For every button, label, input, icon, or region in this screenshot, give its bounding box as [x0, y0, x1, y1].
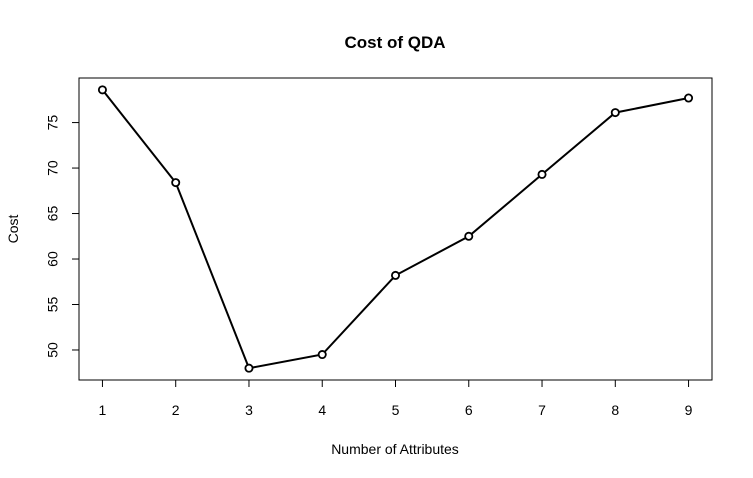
series-line [101, 89, 689, 370]
x-tick-label: 4 [318, 402, 326, 418]
data-point [390, 270, 400, 280]
y-tick-label: 70 [45, 160, 61, 176]
plot-frame [78, 77, 713, 381]
data-point [464, 231, 474, 241]
x-tick-label: 1 [99, 402, 107, 418]
data-points [97, 85, 694, 373]
y-axis-label: Cost [5, 215, 21, 244]
y-tick-label: 60 [45, 251, 61, 267]
chart-title: Cost of QDA [344, 33, 445, 52]
x-tick-label: 5 [392, 402, 400, 418]
y-tick-label: 50 [45, 342, 61, 358]
data-point [171, 178, 181, 188]
data-point [537, 169, 547, 179]
data-point [97, 85, 107, 95]
y-tick-label: 75 [45, 115, 61, 131]
x-tick-label: 9 [685, 402, 693, 418]
data-point [244, 363, 254, 373]
x-tick-label: 8 [611, 402, 619, 418]
x-tick-label: 7 [538, 402, 546, 418]
x-axis-label: Number of Attributes [331, 441, 459, 457]
y-tick-label: 65 [45, 206, 61, 222]
x-axis: 1 2 3 4 5 6 7 8 9 [99, 379, 693, 418]
y-tick-label: 55 [45, 297, 61, 313]
x-tick-label: 6 [465, 402, 473, 418]
data-point [317, 350, 327, 360]
data-point [684, 93, 694, 103]
data-point [610, 108, 620, 118]
y-axis: 50 55 60 65 70 75 [45, 115, 80, 358]
x-tick-label: 2 [172, 402, 180, 418]
x-tick-label: 3 [245, 402, 253, 418]
